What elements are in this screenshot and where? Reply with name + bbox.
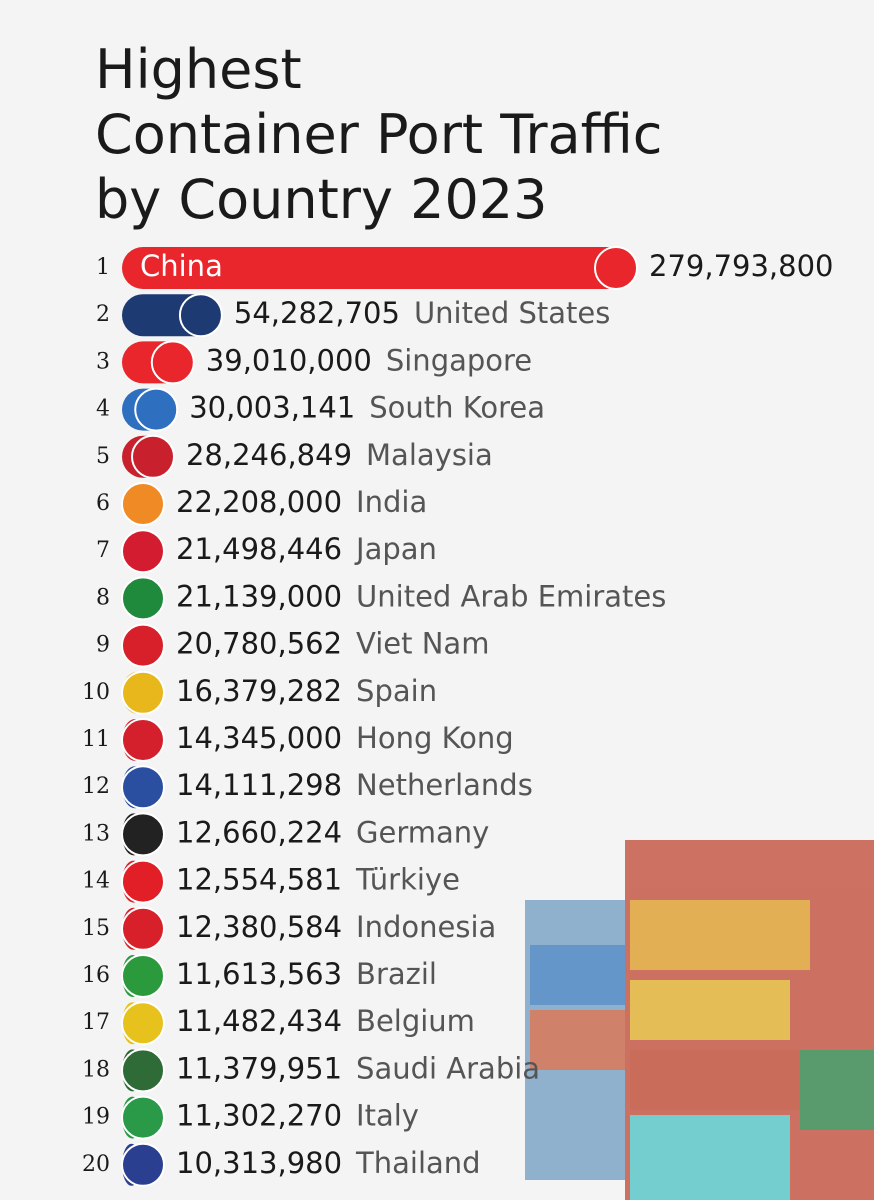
category-label: Belgium xyxy=(356,1004,475,1038)
flag xyxy=(121,1142,165,1187)
value-label: 28,246,849 xyxy=(186,438,352,472)
category-label: United States xyxy=(414,296,610,330)
flag xyxy=(121,482,165,526)
category-label: China xyxy=(140,249,223,283)
value-label: 54,282,705 xyxy=(234,296,400,330)
value-label: 22,208,000 xyxy=(176,485,342,519)
flag xyxy=(121,529,165,574)
category-label: South Korea xyxy=(369,391,545,425)
value-label: 11,302,270 xyxy=(176,1099,342,1133)
bar xyxy=(122,247,637,289)
category-label: India xyxy=(356,485,427,519)
rank-label: 11 xyxy=(82,727,110,752)
category-label: Brazil xyxy=(356,957,437,991)
flag xyxy=(121,765,165,810)
value-label: 12,380,584 xyxy=(176,910,342,944)
category-label: Singapore xyxy=(386,343,532,377)
value-label: 16,379,282 xyxy=(176,674,342,708)
flag xyxy=(121,1095,165,1140)
category-label: Hong Kong xyxy=(356,721,514,755)
flag xyxy=(130,434,175,479)
category-label: Malaysia xyxy=(366,438,493,472)
category-label: Viet Nam xyxy=(356,627,489,661)
category-label: Thailand xyxy=(355,1146,481,1180)
flag xyxy=(121,1048,165,1093)
value-label: 14,111,298 xyxy=(176,768,342,802)
chart-title: by Country 2023 xyxy=(95,168,548,231)
flag xyxy=(121,859,165,904)
rank-label: 20 xyxy=(82,1152,110,1177)
flag xyxy=(121,576,165,621)
rank-label: 3 xyxy=(96,349,110,374)
containers-decoration xyxy=(525,840,874,1200)
value-label: 12,660,224 xyxy=(176,815,342,849)
flag xyxy=(121,906,165,951)
flag xyxy=(178,293,223,338)
rank-label: 2 xyxy=(96,302,110,327)
flag xyxy=(121,718,165,762)
flag xyxy=(134,387,179,432)
rank-label: 17 xyxy=(82,1010,110,1035)
flag xyxy=(121,670,165,715)
flag xyxy=(121,1001,165,1046)
category-label: Japan xyxy=(354,532,437,566)
rank-label: 1 xyxy=(96,255,110,280)
flag xyxy=(150,340,195,385)
flag xyxy=(121,623,165,668)
chart-title: Container Port Traffic xyxy=(95,103,663,166)
value-label: 21,139,000 xyxy=(176,579,342,613)
category-label: Türkiye xyxy=(355,863,460,897)
value-label: 39,010,000 xyxy=(206,343,372,377)
value-label: 279,793,800 xyxy=(649,249,834,283)
chart-title: Highest xyxy=(95,38,302,101)
flag xyxy=(121,812,165,857)
value-label: 21,498,446 xyxy=(176,532,342,566)
rank-label: 16 xyxy=(82,963,110,988)
rank-label: 5 xyxy=(96,444,110,469)
category-label: Spain xyxy=(356,674,437,708)
value-label: 20,780,562 xyxy=(176,627,342,661)
value-label: 11,613,563 xyxy=(176,957,342,991)
rank-label: 18 xyxy=(82,1057,110,1082)
rank-label: 14 xyxy=(82,869,110,894)
rank-label: 4 xyxy=(96,397,110,422)
flag xyxy=(594,246,638,290)
category-label: Saudi Arabia xyxy=(356,1051,540,1085)
rank-label: 9 xyxy=(96,633,110,658)
value-label: 30,003,141 xyxy=(189,391,355,425)
value-label: 10,313,980 xyxy=(176,1146,342,1180)
rank-label: 19 xyxy=(82,1105,110,1130)
rank-label: 6 xyxy=(96,491,110,516)
category-label: Italy xyxy=(356,1099,419,1133)
value-label: 11,379,951 xyxy=(176,1051,342,1085)
category-label: United Arab Emirates xyxy=(356,579,666,613)
value-label: 11,482,434 xyxy=(176,1004,342,1038)
category-label: Germany xyxy=(356,815,489,849)
rank-label: 12 xyxy=(82,774,110,799)
rank-label: 13 xyxy=(82,821,110,846)
category-label: Indonesia xyxy=(356,910,496,944)
rank-label: 7 xyxy=(96,538,110,563)
rank-label: 10 xyxy=(82,680,110,705)
rank-label: 8 xyxy=(96,585,110,610)
value-label: 14,345,000 xyxy=(176,721,342,755)
flag xyxy=(121,954,165,998)
category-label: Netherlands xyxy=(356,768,533,802)
value-label: 12,554,581 xyxy=(176,863,342,897)
rank-label: 15 xyxy=(82,916,110,941)
